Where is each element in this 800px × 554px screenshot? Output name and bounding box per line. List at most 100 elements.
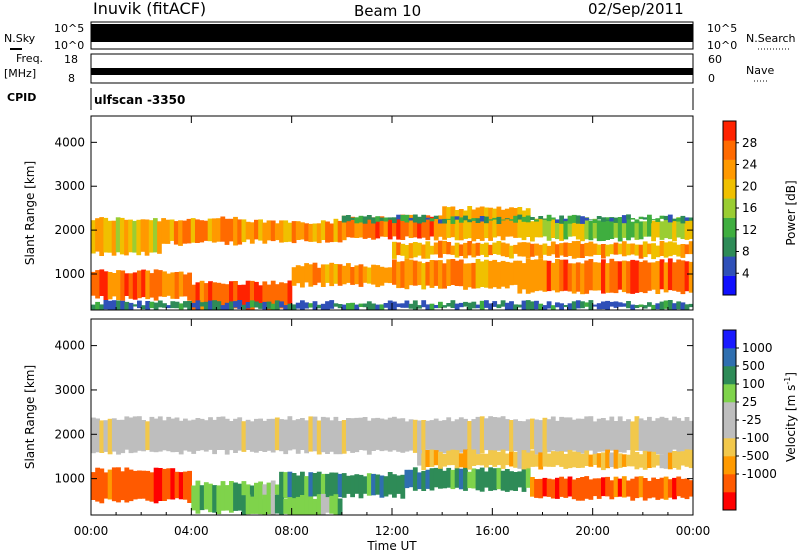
velocity-cell <box>504 469 510 492</box>
power-cell <box>191 284 197 310</box>
velocity-cell <box>488 416 493 455</box>
power-cell <box>362 216 368 224</box>
power-cell <box>375 265 381 288</box>
velocity-cell <box>634 416 640 451</box>
power-cell <box>463 301 468 307</box>
power-cell <box>421 244 427 259</box>
freq-tick-top: 18 <box>64 53 78 66</box>
power-cell <box>362 217 368 239</box>
power-cell <box>433 260 439 286</box>
power-cell <box>417 242 422 256</box>
velocity-cell <box>383 419 389 451</box>
velocity-cell <box>341 473 347 498</box>
power-cell <box>341 215 347 241</box>
power-cell <box>538 216 544 220</box>
velocity-cell <box>580 418 585 454</box>
power-cell <box>421 219 427 238</box>
time-tick-label: 20:00 <box>575 524 610 538</box>
velocity-colorbar-tick-label: 25 <box>742 395 757 409</box>
velocity-cell <box>546 419 552 453</box>
power-cell <box>626 301 631 309</box>
power-cell <box>91 304 96 310</box>
power-cell <box>438 219 443 224</box>
power-cell <box>103 271 109 301</box>
velocity-cell <box>442 470 447 489</box>
power-cell <box>400 243 406 256</box>
power-cell <box>613 217 619 223</box>
power-cell <box>567 215 573 224</box>
power-cell <box>559 243 564 256</box>
power-cell <box>509 301 514 310</box>
power-cell <box>521 210 527 241</box>
velocity-colorbar-swatch <box>723 456 736 475</box>
velocity-cell <box>559 476 564 497</box>
power-cell <box>471 243 477 258</box>
power-cell <box>680 260 686 295</box>
velocity-cell <box>525 419 531 454</box>
power-cell <box>316 267 322 283</box>
power-cell <box>475 304 481 309</box>
x-axis-label: Time UT <box>366 539 417 553</box>
power-cell <box>350 302 355 310</box>
power-cell <box>124 219 129 256</box>
velocity-cell <box>509 471 514 491</box>
velocity-cell <box>651 451 656 468</box>
velocity-cell <box>684 449 690 467</box>
velocity-cell <box>195 480 201 514</box>
power-cell <box>417 216 422 224</box>
power-cell <box>601 259 606 294</box>
velocity-cell <box>638 418 644 451</box>
power-cell <box>621 217 627 238</box>
power-cell <box>672 303 677 310</box>
velocity-cell <box>170 468 176 500</box>
power-cell <box>211 218 217 243</box>
power-cell <box>137 300 142 309</box>
velocity-cell <box>116 419 121 455</box>
power-cell <box>634 244 640 256</box>
velocity-cell <box>667 479 673 498</box>
power-cell <box>575 220 581 240</box>
power-cell <box>157 270 163 297</box>
power-cell <box>647 243 652 255</box>
power-cell <box>350 217 355 220</box>
power-cell <box>550 262 556 291</box>
power-cell <box>371 217 376 240</box>
velocity-cell <box>630 452 636 467</box>
velocity-cell <box>304 496 309 515</box>
power-cell <box>642 305 648 309</box>
power-cell <box>120 300 126 310</box>
velocity-cell <box>262 420 268 452</box>
velocity-cell <box>521 450 527 470</box>
power-cell <box>128 302 134 310</box>
power-cell <box>241 284 247 308</box>
power-cell <box>596 216 602 220</box>
velocity-colorbar-swatch <box>723 438 736 457</box>
power-cell <box>596 220 602 242</box>
power-cell <box>584 302 590 307</box>
velocity-cell <box>475 469 481 491</box>
power-cell <box>559 259 564 292</box>
power-cell <box>341 215 347 223</box>
power-cell <box>438 240 443 258</box>
velocity-cell <box>463 449 468 468</box>
power-cell <box>412 216 418 238</box>
power-cell <box>575 215 581 224</box>
power-cell <box>233 281 238 309</box>
velocity-cell <box>224 485 230 511</box>
power-cell <box>571 301 577 310</box>
power-cell <box>337 264 343 286</box>
velocity-cell <box>208 483 213 513</box>
velocity-cell <box>195 418 201 451</box>
power-cell <box>358 219 364 238</box>
power-cell <box>224 284 230 308</box>
power-cell <box>329 262 335 287</box>
velocity-cell <box>249 421 255 452</box>
power-cell <box>95 270 100 299</box>
power-cell <box>588 259 594 291</box>
velocity-cell <box>203 482 209 510</box>
power-cell <box>621 303 627 307</box>
velocity-cell <box>659 416 665 454</box>
velocity-cell <box>450 449 456 466</box>
velocity-cell <box>500 416 506 452</box>
power-cell <box>688 241 693 255</box>
